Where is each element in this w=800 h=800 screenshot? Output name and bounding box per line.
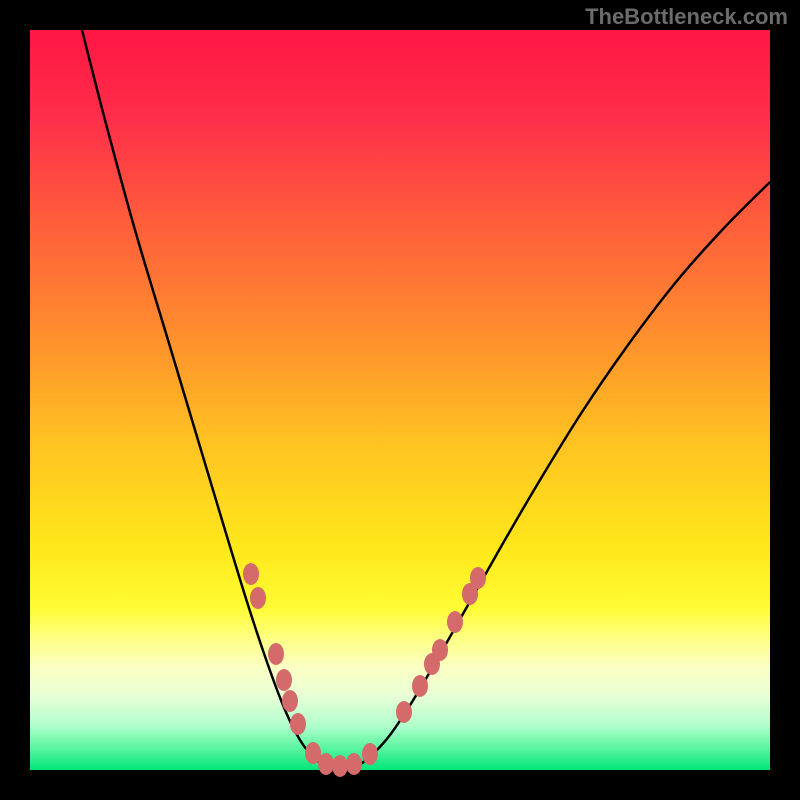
curve-marker xyxy=(268,643,284,665)
curve-marker xyxy=(318,753,334,775)
curve-marker xyxy=(396,701,412,723)
curve-marker xyxy=(250,587,266,609)
curve-marker xyxy=(346,753,362,775)
curve-marker xyxy=(432,639,448,661)
curve-marker xyxy=(447,611,463,633)
chart-canvas xyxy=(0,0,800,800)
plot-background xyxy=(30,30,770,770)
curve-marker xyxy=(282,690,298,712)
curve-marker xyxy=(470,567,486,589)
curve-marker xyxy=(290,713,306,735)
curve-marker xyxy=(243,563,259,585)
curve-marker xyxy=(332,755,348,777)
curve-marker xyxy=(362,743,378,765)
watermark-text: TheBottleneck.com xyxy=(585,4,788,30)
curve-marker xyxy=(412,675,428,697)
curve-marker xyxy=(276,669,292,691)
